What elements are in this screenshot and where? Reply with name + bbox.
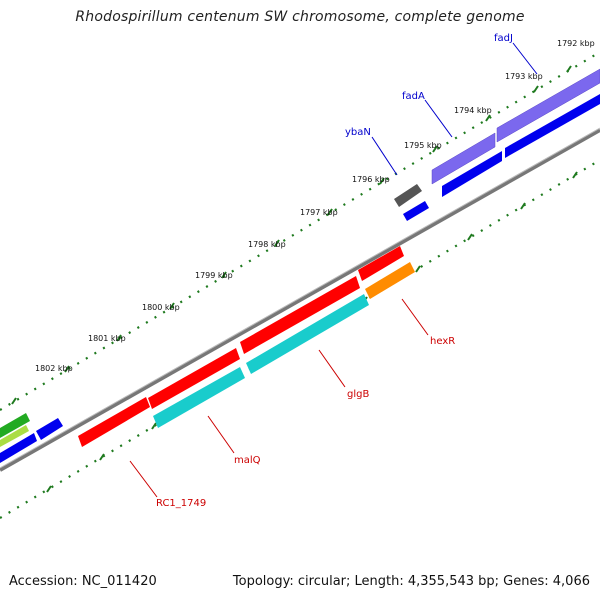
label-hexR: hexR <box>430 336 455 347</box>
leader-ybaN <box>371 136 398 176</box>
forward-strand-genes[interactable] <box>0 68 600 463</box>
gene-labels: fadJ fadA ybaN hexR glgB malQ RC1_1749 <box>156 33 513 509</box>
tick-label: 1795 kbp <box>404 141 442 150</box>
leader-fadJ <box>512 42 538 75</box>
tick-label: 1798 kbp <box>248 240 286 249</box>
tick-label: 1802 kbp <box>35 364 73 373</box>
gene-left-blue-2[interactable] <box>36 418 63 440</box>
leader-RC1_1749 <box>129 460 158 498</box>
gene-hexR-orange[interactable] <box>365 262 415 299</box>
topology-label: Topology: circular; Length: 4,355,543 bp… <box>232 574 590 589</box>
tick-label: 1793 kbp <box>505 72 543 81</box>
outer-major-ticks <box>11 65 572 405</box>
gene-small-blue[interactable] <box>403 201 429 221</box>
tick-label: 1800 kbp <box>142 303 180 312</box>
reverse-strand-genes[interactable] <box>78 246 415 447</box>
genome-backbone <box>0 128 600 472</box>
label-fadJ: fadJ <box>494 33 513 44</box>
tick-label: 1801 kbp <box>88 334 126 343</box>
tick-label: 1794 kbp <box>454 106 492 115</box>
tick-label: 1797 kbp <box>300 208 338 217</box>
leader-glgB <box>318 349 346 388</box>
gene-glgB-red[interactable] <box>240 276 360 354</box>
gene-fadA-blue[interactable] <box>442 151 502 197</box>
gene-fadJ-blue[interactable] <box>505 94 600 158</box>
gene-left-green[interactable] <box>0 413 30 438</box>
label-fadA: fadA <box>402 91 425 102</box>
outer-tick-ruler <box>0 51 600 411</box>
label-ybaN: ybaN <box>345 127 371 138</box>
label-RC1_1749: RC1_1749 <box>156 498 206 509</box>
gene-left-lightgreen[interactable] <box>0 425 29 447</box>
leader-hexR <box>401 298 429 336</box>
gene-glgB-cyan[interactable] <box>246 294 369 374</box>
gene-RC1_1749-red[interactable] <box>78 397 150 447</box>
accession-label: Accession: NC_011420 <box>9 574 157 589</box>
tick-label: 1799 kbp <box>195 271 233 280</box>
gene-left-blue-1[interactable] <box>0 433 37 463</box>
tick-labels: 1792 kbp 1793 kbp 1794 kbp 1795 kbp 1796… <box>35 39 595 373</box>
tick-label: 1792 kbp <box>557 39 595 48</box>
gene-leaders <box>129 42 538 498</box>
gene-fadJ-purple[interactable] <box>496 68 600 143</box>
tick-label: 1796 kbp <box>352 175 390 184</box>
gene-malQ-red[interactable] <box>148 348 240 409</box>
gene-malQ-cyan[interactable] <box>153 367 245 428</box>
genome-backbone-highlight <box>0 127 600 469</box>
label-glgB: glgB <box>347 389 369 400</box>
gene-fadA-purple[interactable] <box>431 132 496 185</box>
gene-ybaN-gray[interactable] <box>394 184 422 207</box>
map-title: Rhodospirillum centenum SW chromosome, c… <box>75 9 525 25</box>
leader-malQ <box>207 415 235 454</box>
leader-fadA <box>424 99 453 138</box>
label-malQ: malQ <box>234 455 261 466</box>
gene-hexR-red[interactable] <box>358 246 404 281</box>
